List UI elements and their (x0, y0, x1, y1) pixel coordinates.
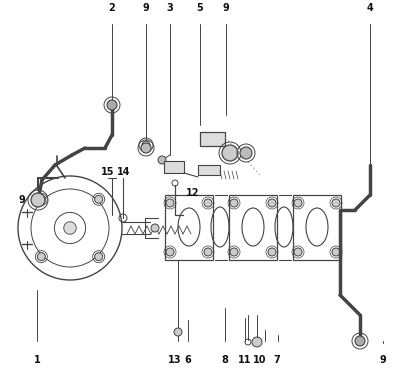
Text: 9: 9 (18, 195, 25, 205)
Text: 12: 12 (186, 188, 199, 198)
Circle shape (267, 199, 275, 207)
Text: 6: 6 (184, 355, 191, 365)
Circle shape (229, 199, 237, 207)
Bar (164, 161, 184, 173)
Circle shape (166, 199, 173, 207)
Circle shape (94, 253, 102, 261)
Bar (200, 132, 225, 146)
Circle shape (331, 199, 339, 207)
Text: 5: 5 (196, 3, 203, 13)
Circle shape (31, 193, 45, 207)
Text: 4: 4 (366, 3, 373, 13)
Text: 9: 9 (142, 3, 149, 13)
Text: 3: 3 (166, 3, 173, 13)
Bar (198, 165, 220, 175)
Text: 9: 9 (222, 3, 229, 13)
Circle shape (107, 100, 117, 110)
Text: 14: 14 (117, 167, 130, 177)
Text: 2: 2 (108, 3, 115, 13)
Circle shape (151, 224, 159, 232)
Text: 1: 1 (34, 355, 40, 365)
Bar (292, 195, 340, 260)
Text: 11: 11 (238, 355, 251, 365)
Text: 15: 15 (101, 167, 115, 177)
Circle shape (252, 337, 261, 347)
Circle shape (204, 199, 211, 207)
Circle shape (354, 336, 364, 346)
Text: 7: 7 (273, 355, 280, 365)
Circle shape (229, 248, 237, 256)
Circle shape (166, 248, 173, 256)
Text: 13: 13 (168, 355, 181, 365)
Circle shape (37, 195, 45, 203)
Circle shape (204, 248, 211, 256)
Circle shape (141, 143, 151, 153)
Circle shape (293, 199, 301, 207)
Circle shape (157, 156, 166, 164)
Circle shape (293, 248, 301, 256)
Bar (164, 195, 213, 260)
Circle shape (173, 328, 182, 336)
Text: 9: 9 (379, 355, 385, 365)
Text: 8: 8 (221, 355, 228, 365)
Circle shape (37, 253, 45, 261)
Circle shape (142, 141, 150, 149)
Text: 10: 10 (253, 355, 266, 365)
Circle shape (267, 248, 275, 256)
Bar (229, 195, 276, 260)
Circle shape (64, 222, 76, 234)
Circle shape (221, 145, 237, 161)
Circle shape (94, 195, 102, 203)
Circle shape (331, 248, 339, 256)
Circle shape (239, 147, 252, 159)
